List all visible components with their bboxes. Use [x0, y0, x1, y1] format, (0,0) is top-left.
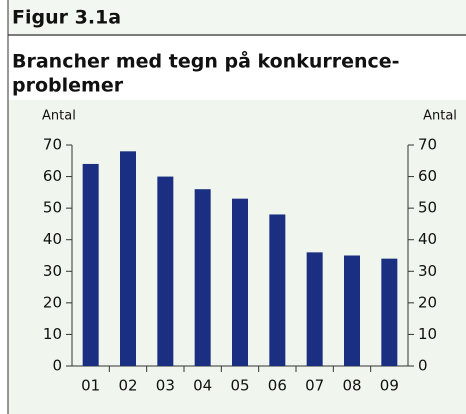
- y-tick-label: 50: [43, 199, 62, 217]
- bar: [306, 252, 323, 366]
- x-tick-label: 05: [230, 377, 249, 395]
- x-tick-label: 07: [305, 377, 324, 395]
- y-tick-label: 70: [43, 136, 62, 154]
- chart-title: problemer: [12, 75, 124, 97]
- x-tick-label: 08: [342, 377, 361, 395]
- y2-tick-label: 50: [418, 199, 437, 217]
- y-tick-label: 30: [43, 262, 62, 280]
- chart-title: Brancher med tegn på konkurrence-: [12, 49, 400, 73]
- y2-axis-label: Antal: [423, 109, 457, 124]
- y2-tick-label: 10: [418, 325, 437, 343]
- y2-tick-label: 0: [418, 357, 428, 375]
- x-tick-label: 09: [380, 377, 399, 395]
- bar: [82, 163, 99, 366]
- figure-label: Figur 3.1a: [12, 7, 121, 29]
- bar: [194, 189, 211, 366]
- y-tick-label: 40: [43, 230, 62, 248]
- bar: [381, 258, 398, 366]
- bar: [232, 198, 248, 366]
- y-tick-label: 10: [43, 325, 62, 343]
- y-tick-label: 0: [52, 357, 62, 375]
- x-tick-label: 01: [81, 377, 100, 395]
- bar: [120, 151, 136, 366]
- y-tick-label: 60: [43, 167, 62, 185]
- y-tick-label: 20: [43, 293, 62, 311]
- y2-tick-label: 20: [418, 293, 437, 311]
- bar: [157, 176, 174, 366]
- y2-tick-label: 70: [418, 136, 437, 154]
- bar: [344, 255, 360, 366]
- y-axis-label: Antal: [42, 109, 76, 124]
- header-bg: [8, 0, 466, 36]
- x-tick-label: 02: [118, 377, 137, 395]
- x-tick-label: 06: [268, 377, 287, 395]
- y2-tick-label: 60: [418, 167, 437, 185]
- y2-tick-label: 30: [418, 262, 437, 280]
- bar: [269, 214, 286, 366]
- x-tick-label: 03: [156, 377, 175, 395]
- y2-tick-label: 40: [418, 230, 437, 248]
- x-tick-label: 04: [193, 377, 212, 395]
